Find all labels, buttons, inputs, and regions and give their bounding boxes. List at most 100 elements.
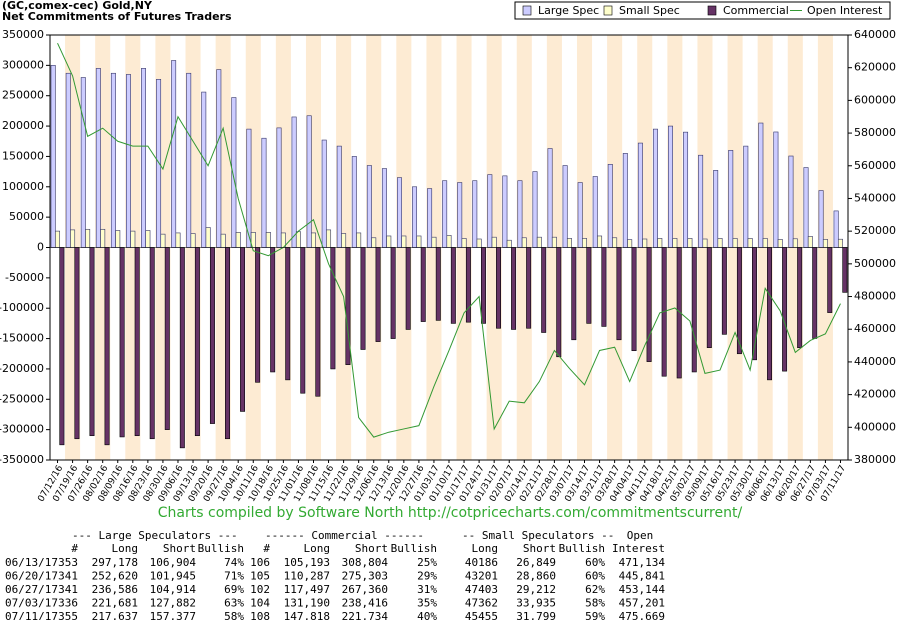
bar [100,228,106,248]
table-column-header: Bullish [391,542,437,555]
legend-swatch [707,5,717,16]
table-cell: 25% [417,556,437,569]
bar [616,247,622,341]
bar [110,72,116,248]
table-cell: 106 [250,556,270,569]
table-cell: 29,212 [516,583,556,596]
bar [517,180,523,248]
bar [837,238,843,248]
bar [491,236,497,248]
y2-tick-label: 420000 [854,388,896,401]
table-cell: 62% [585,583,605,596]
y2-tick-label: 560000 [854,159,896,172]
bar [205,227,211,248]
table-cell: 58% [224,610,244,620]
bar [803,167,809,248]
bar [397,177,402,248]
table-cell: 60% [585,570,605,583]
bar [330,247,336,370]
bar [450,247,456,324]
bar [487,174,493,248]
bar [642,238,648,248]
table-column-header: # [71,542,78,555]
y2-tick-label: 640000 [854,28,896,41]
bar [728,150,734,248]
table-cell: 45455 [465,610,498,620]
bar [209,247,215,424]
bar [186,72,192,248]
bar [592,176,598,248]
table-cell: 475,669 [619,610,665,620]
bar [743,145,749,248]
bar [55,230,61,248]
y-tick-label: -150000 [0,332,44,345]
bar [827,247,833,313]
bar [782,247,788,372]
bar [300,247,306,394]
bar [547,148,553,248]
bar [74,247,80,440]
bar [713,170,719,248]
bar [104,247,110,446]
table-cell: 06/20/17 [5,570,58,583]
bar [476,238,482,248]
y2-tick-label: 480000 [854,290,896,303]
table-cell: 29% [417,570,437,583]
table-group-header: ------ Commercial ------ [265,529,424,542]
chart-subtitle: Net Commitments of Futures Traders [2,10,232,23]
y-tick-label: 100000 [2,180,44,193]
bar [216,69,222,248]
bar [341,233,347,248]
bar [416,235,422,248]
bar [85,228,91,248]
bar [767,247,773,381]
bar [472,180,478,248]
table-column-header: Bullish [198,542,244,555]
bar [149,247,155,440]
legend-swatch [522,5,532,16]
bar [556,247,562,358]
bar [622,153,628,248]
bar [480,247,486,324]
bar [270,247,276,373]
legend-label: Large Spec [538,4,599,17]
table-group-header: Open [627,529,654,542]
bar [50,65,56,248]
bar [818,190,824,248]
bar [171,60,177,248]
y2-tick-label: 400000 [854,420,896,433]
y-tick-label: -50000 [5,271,44,284]
table-cell: 108 [250,610,270,620]
bar [842,247,848,293]
bar [201,91,207,248]
y2-tick-label: 380000 [854,453,896,466]
table-cell: 59% [585,610,605,620]
bar [420,247,426,322]
legend-label: Commercial [723,4,789,17]
bar [59,247,65,446]
bar [164,247,170,430]
bar [532,171,538,248]
bar [577,182,583,248]
bar [321,139,327,248]
y2-tick-label: 520000 [854,224,896,237]
bar [777,239,783,248]
table-cell: 33,935 [516,597,556,610]
bar [833,210,839,248]
bar [386,235,392,248]
bar [627,239,633,248]
bar [607,164,613,248]
bar [261,137,267,248]
bar [457,182,463,248]
bar [652,128,658,248]
legend-swatch [603,5,613,16]
bar [306,115,312,248]
bar [788,155,794,248]
y-tick-label: 300000 [2,58,44,71]
table-cell: 457,201 [619,597,665,610]
bar [612,237,618,248]
bar [496,247,501,329]
bar [65,72,71,248]
table-cell: 221,681 [92,597,138,610]
legend-label: Open Interest [807,4,883,17]
